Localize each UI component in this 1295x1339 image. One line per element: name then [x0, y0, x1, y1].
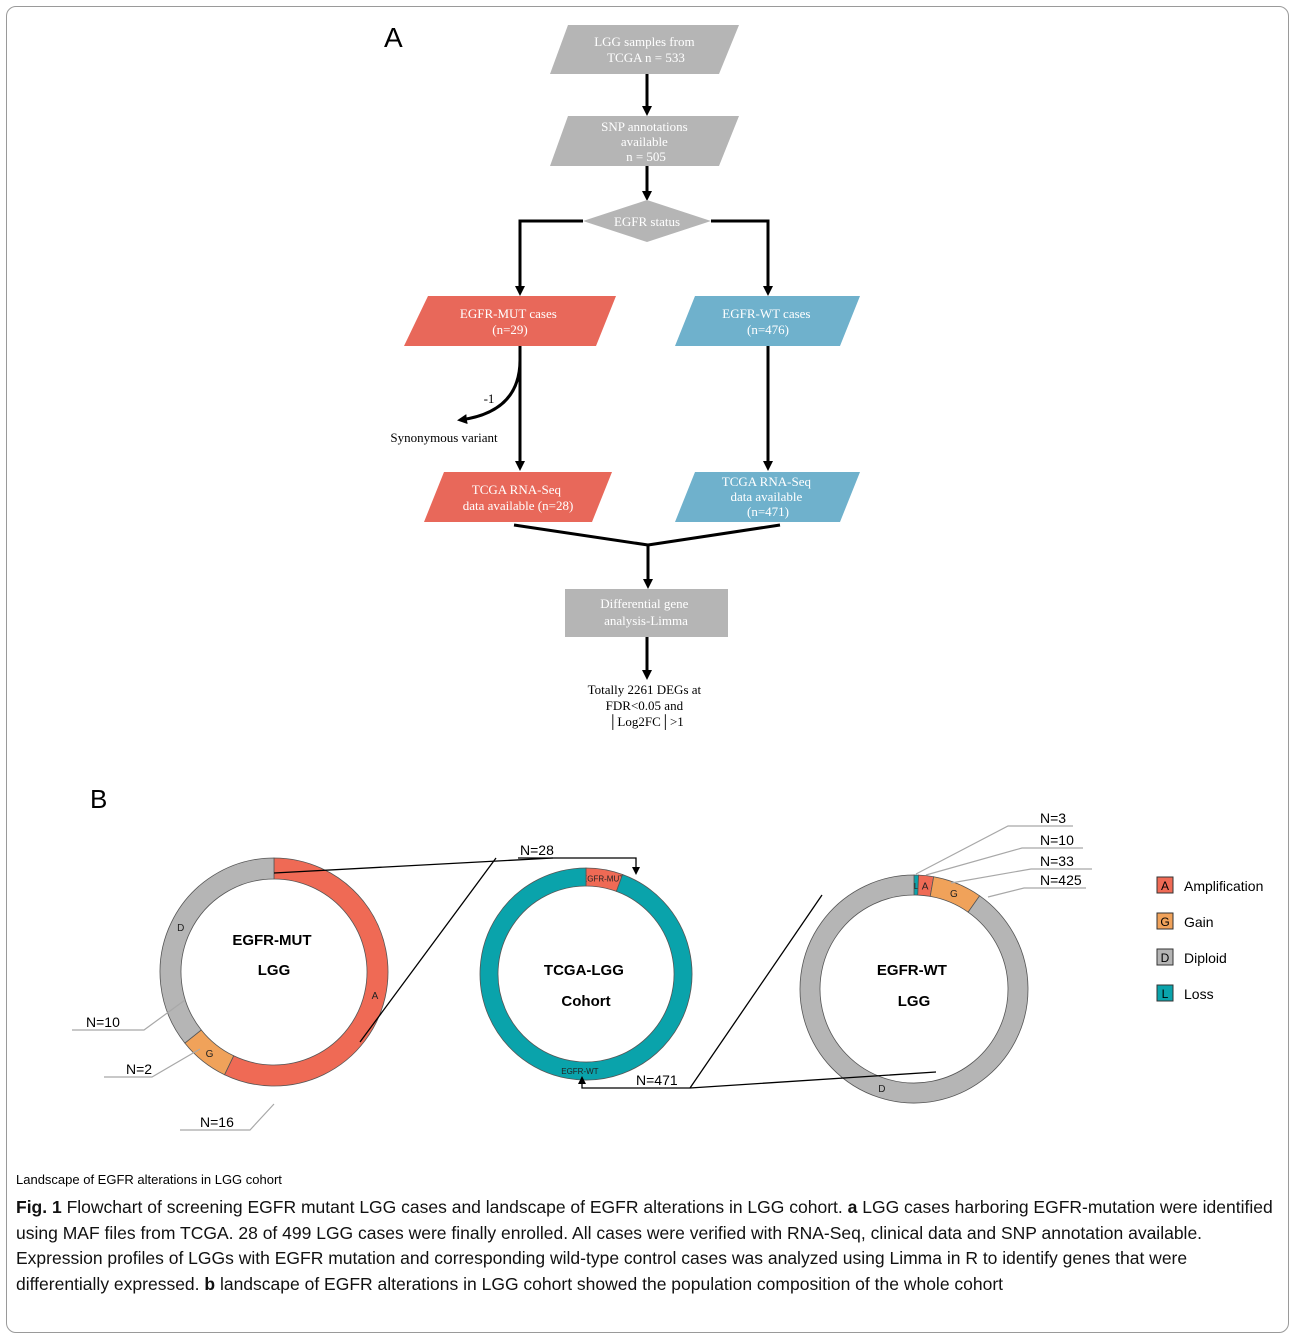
donut-mut-title: EGFR-MUT LGG [232, 932, 315, 979]
caption-text-2: LGG cases harboring EGFR-mutation were i… [16, 1197, 1273, 1294]
donut-wt-title: EGFR-WT LGG [877, 962, 951, 1010]
node-egfr-status-text: EGFR status [614, 214, 680, 229]
callout-wt-n10: N=10 [1040, 832, 1074, 848]
legend-label-D: Diploid [1184, 950, 1227, 966]
node-lgg-samples-text: LGG samples from TCGA n = 533 [594, 34, 698, 65]
legend-label-L: Loss [1184, 986, 1214, 1002]
callout-mut-n2: N=2 [126, 1061, 152, 1077]
node-dga-text: Differential gene analysis-Limma [600, 596, 691, 628]
legend-code-D: D [1161, 951, 1170, 965]
minus-one-label: -1 [484, 391, 495, 406]
caption-b: b [204, 1273, 216, 1294]
caption-text-1: Flowchart of screening EGFR mutant LGG c… [61, 1197, 848, 1217]
donut-tcga-lgg: EGFR-MUT EGFR-WT [479, 867, 693, 1081]
callout-mut-n16: N=16 [200, 1114, 234, 1130]
donut-mut-slice-label-2: D [177, 923, 184, 934]
legend-swatch-G [1156, 912, 1174, 930]
donut-mut-slice-label-0: A [372, 991, 379, 1002]
callout-wt-n33: N=33 [1040, 853, 1074, 869]
legend-code-G: G [1160, 915, 1169, 929]
donut-cohort-title: TCGA-LGG Cohort [544, 962, 628, 1010]
donut-wt-slice-label-0: L [914, 882, 919, 891]
node-egfr-mut [404, 296, 616, 346]
legend-swatch-L [1156, 984, 1174, 1002]
caption-text-3: landscape of EGFR alterations in LGG coh… [215, 1273, 1004, 1294]
callout-mut-n10: N=10 [86, 1014, 120, 1030]
callout-lines [72, 825, 1092, 1131]
landscape-label: Landscape of EGFR alterations in LGG coh… [16, 1172, 282, 1187]
node-egfr-status [583, 200, 711, 242]
flowchart: LGG samples from TCGA n = 533 SNP annota… [390, 25, 860, 730]
callout-n28: N=28 [520, 842, 554, 858]
caption-a: a [847, 1197, 858, 1217]
node-wt-rna-text: TCGA RNA-Seq data available (n=471) [722, 474, 814, 519]
donut-egfr-mut: A G D [159, 857, 389, 1087]
donut-mut-slice-label-1: G [206, 1049, 214, 1060]
arrow-synonymous [457, 359, 522, 425]
panel-b-label: B [90, 784, 107, 814]
merge-left [513, 523, 649, 547]
node-wt-rna [675, 472, 860, 522]
callout-wt-n425: N=425 [1040, 872, 1082, 888]
donut-mut-slice-0 [224, 857, 389, 1087]
donut-egfr-wt: L A G D [799, 874, 1029, 1104]
legend-label-G: Gain [1184, 914, 1214, 930]
donut-mut-slice-2 [159, 857, 275, 1044]
caption-fig-label: Fig. 1 [16, 1197, 62, 1217]
legend-swatch-D [1156, 948, 1174, 966]
legend-code-A: A [1161, 879, 1169, 893]
panel-a-label: A [384, 22, 403, 53]
result-text: Totally 2261 DEGs at FDR<0.05 and │Log2F… [588, 682, 705, 730]
node-egfr-wt-text: EGFR-WT cases (n=476) [722, 306, 813, 337]
donut-wt-slice-label-2: G [950, 889, 958, 900]
donut-wt-slice-3 [799, 874, 1029, 1104]
merge-right [647, 523, 781, 547]
legend-label-A: Amplification [1184, 878, 1263, 894]
donut-wt-slice-label-3: D [878, 1084, 885, 1095]
branch-right [711, 219, 773, 296]
legend-swatch-A [1156, 876, 1174, 894]
node-egfr-wt [675, 296, 860, 346]
node-dga [565, 589, 728, 637]
node-egfr-mut-text: EGFR-MUT cases (n=29) [460, 306, 560, 337]
callout-n471: N=471 [636, 1072, 678, 1088]
node-mut-rna-text: TCGA RNA-Seq data available (n=28) [463, 482, 574, 513]
synonymous-label: Synonymous variant [390, 430, 498, 445]
callout-wt-n3: N=3 [1040, 810, 1066, 826]
donut-cohort-slice-label-1: EGFR-WT [561, 1067, 598, 1076]
donut-wt-slice-label-1: A [922, 882, 929, 893]
legend: A Amplification G Gain D Diploid L Loss [1156, 876, 1263, 1002]
figure-caption: Fig. 1 Flowchart of screening EGFR mutan… [16, 1195, 1281, 1297]
donut-cohort-slice-1 [479, 867, 693, 1081]
node-mut-rna [424, 472, 612, 522]
node-lgg-samples [550, 25, 739, 74]
node-snp [550, 116, 739, 166]
node-snp-text: SNP annotations available n = 505 [601, 119, 691, 164]
donut-cohort-slice-label-0: EGFR-MUT [582, 875, 624, 884]
connector-lines [273, 857, 937, 1089]
figure-frame [6, 6, 1289, 1333]
legend-code-L: L [1162, 987, 1169, 1001]
branch-left [515, 219, 583, 296]
